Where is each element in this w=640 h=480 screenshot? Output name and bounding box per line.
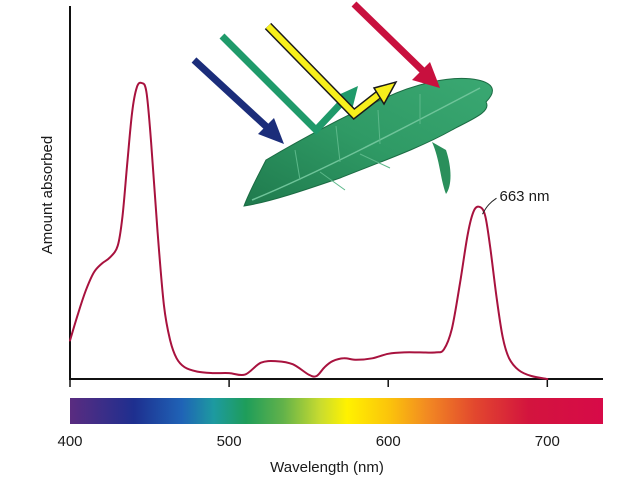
x-axis-label: Wavelength (nm) xyxy=(270,459,384,476)
yellow-arrow-head xyxy=(372,80,398,106)
peak-annotation: 663 nm xyxy=(499,188,549,205)
x-tick-label-400: 400 xyxy=(57,433,82,450)
leaf-midrib xyxy=(251,87,481,201)
blue-light-arrow xyxy=(191,57,273,133)
green-arrow-head xyxy=(336,86,358,110)
x-tick-label-700: 700 xyxy=(535,433,560,450)
y-axis-label: Amount absorbed xyxy=(39,136,56,254)
x-tick-labels: 400 500 600 700 xyxy=(57,433,559,450)
light-arrows xyxy=(191,1,440,144)
red-arrow-head xyxy=(412,62,440,88)
leaf-petiole xyxy=(432,142,451,194)
peak-leader-line xyxy=(482,197,497,215)
leaf-illustration xyxy=(243,77,493,207)
absorption-curve xyxy=(69,81,549,380)
x-tick-label-600: 600 xyxy=(376,433,401,450)
leaf-veins xyxy=(294,94,421,191)
green-light-arrow xyxy=(219,33,349,136)
leaf-blade xyxy=(243,77,493,207)
x-tick-label-500: 500 xyxy=(217,433,242,450)
x-axis-ticks xyxy=(69,379,549,387)
blue-arrow-head xyxy=(258,118,284,144)
red-light-arrow xyxy=(351,1,427,75)
yellow-light-arrow xyxy=(265,23,384,119)
visible-spectrum-bar xyxy=(70,398,603,424)
